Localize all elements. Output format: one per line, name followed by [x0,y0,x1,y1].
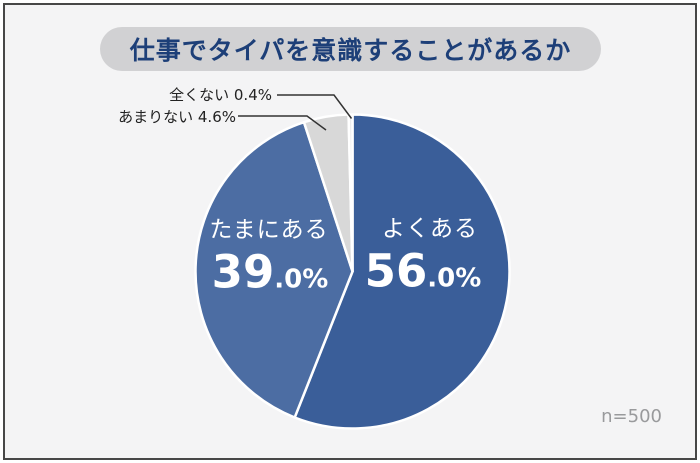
slice-label-sometimes: たまにある [209,217,329,243]
slice-value-often: 56.0% [365,249,482,294]
slice-value-sometimes-frac: .0% [274,264,329,295]
slice-value-often-frac: .0% [427,263,482,294]
page-title: 仕事でタイパを意識することがあるか [129,36,572,65]
pie-slice-0 [293,113,511,430]
pie-slice-1 [194,120,354,419]
pie [194,113,511,430]
slice-value-sometimes-int: 39 [211,245,275,299]
callout-label-none: 全くない 0.4% [169,86,272,104]
leader-line-none [277,94,353,119]
leader-line-rarely [238,115,327,131]
slice-value-often-int: 56 [364,244,428,298]
slice-label-often: よくある [382,216,478,242]
slice-value-sometimes: 39.0% [212,250,329,295]
callout-label-rarely: あまりない 4.6% [118,108,236,126]
title-pill: 仕事でタイパを意識することがあるか [100,27,601,71]
sample-size-label: n=500 [601,406,662,427]
